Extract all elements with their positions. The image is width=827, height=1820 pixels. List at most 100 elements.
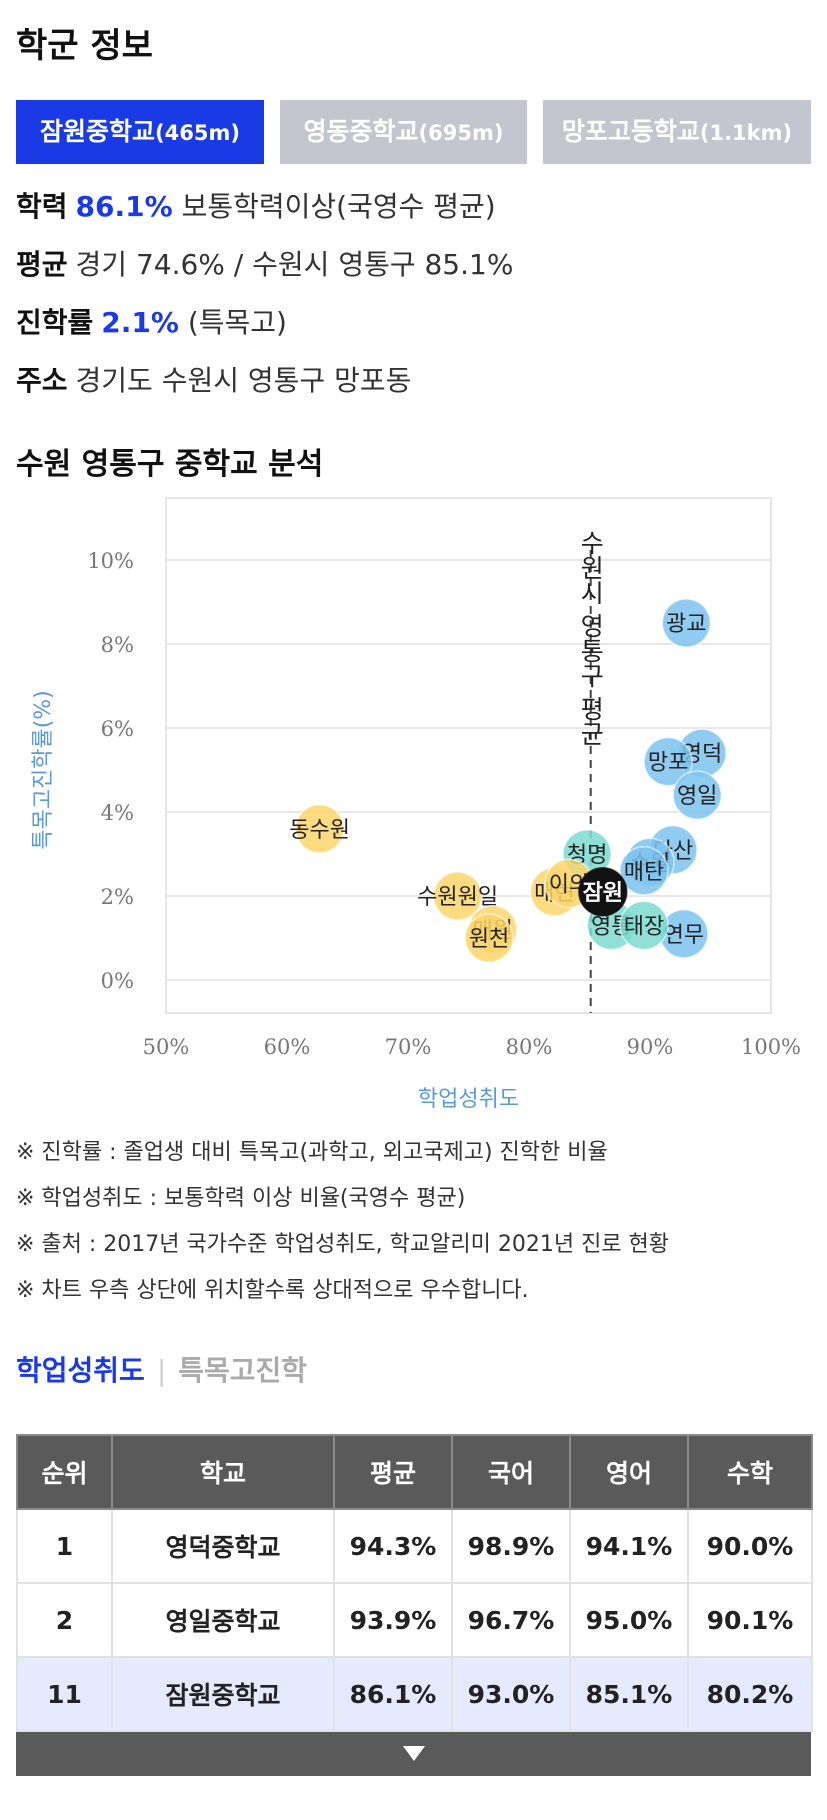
average-reference-label: 수원시 영통구 평균 <box>576 530 605 746</box>
data-point <box>432 871 483 921</box>
header-rank: 순위 <box>16 1434 113 1510</box>
data-point <box>578 867 628 917</box>
x-tick-label: 100% <box>741 1035 801 1059</box>
tab-jamwon-middle[interactable]: 잠원중학교(465m) <box>16 100 264 164</box>
cell-average: 94.3% <box>333 1508 453 1584</box>
x-axis-label: 학업성취도 <box>418 1087 519 1112</box>
data-point-label: 망포 <box>648 751 688 776</box>
header-average: 평균 <box>333 1434 453 1510</box>
cell-rank: 2 <box>16 1582 113 1658</box>
x-tick-label: 70% <box>385 1035 432 1059</box>
tab-achievement[interactable]: 학업성취도 <box>16 1354 145 1387</box>
table-header-row: 순위 학교 평균 국어 영어 수학 <box>16 1434 813 1510</box>
table-row: 1 영덕중학교 94.3% 98.9% 94.1% 90.0% <box>16 1508 813 1584</box>
ranking-table: 순위 학교 평균 국어 영어 수학 1 영덕중학교 94.3% 98.9% 94… <box>16 1434 813 1732</box>
x-tick-label: 50% <box>143 1035 190 1059</box>
tab-mangpo-high[interactable]: 망포고등학교(1.1km) <box>543 100 811 164</box>
achievement-row: 학력 86.1% 보통학력이상(국영수 평균) <box>16 178 811 236</box>
achievement-label: 학력 <box>16 190 68 223</box>
cell-korean: 93.0% <box>451 1656 571 1732</box>
data-point <box>619 900 669 951</box>
data-point-label: 광교 <box>666 612 706 637</box>
y-tick-label: 8% <box>101 633 134 657</box>
note-source: ※ 출처 : 2017년 국가수준 학업성취도, 학교알리미 2021년 진로 … <box>16 1232 670 1257</box>
school-tabs: 잠원중학교(465m) 영동중학교(695m) 망포고등학교(1.1km) <box>16 100 811 164</box>
page-title: 학군 정보 <box>16 26 153 66</box>
cell-rank: 11 <box>16 1656 113 1732</box>
section-title: 수원 영통구 중학교 분석 <box>16 447 324 482</box>
address-label: 주소 <box>16 364 68 397</box>
data-point <box>464 913 514 963</box>
note-hint: ※ 차트 우측 상단에 위치할수록 상대적으로 우수합니다. <box>16 1278 529 1303</box>
data-point <box>294 804 345 854</box>
scatter-chart-svg: 0% 2% 4% 6% 8% 10% 50% 60% 70% 80% 90% 100% 학업성취도 특목고… <box>31 497 801 1112</box>
data-point-label: 원천 <box>469 927 509 952</box>
tab-special-high[interactable]: 특목고진학 <box>178 1354 308 1387</box>
header-math: 수학 <box>687 1434 813 1510</box>
tab-name: 잠원중학교 <box>40 117 156 146</box>
cell-english: 85.1% <box>569 1656 689 1732</box>
data-point-label: 수원원일 <box>417 885 498 910</box>
data-point-label: 영일 <box>677 784 717 809</box>
cell-average: 86.1% <box>333 1656 453 1732</box>
cell-korean: 98.9% <box>451 1508 571 1584</box>
y-tick-label: 0% <box>101 969 134 993</box>
data-point-label: 잠원 <box>583 881 623 906</box>
note-achievement: ※ 학업성취도 : 보통학력 이상 비율(국영수 평균) <box>16 1186 466 1211</box>
average-value: 경기 74.6% / 수원시 영통구 85.1% <box>75 248 514 281</box>
tab-distance: (1.1km) <box>699 121 793 145</box>
cell-english: 95.0% <box>569 1582 689 1658</box>
y-tick-label: 4% <box>101 801 134 825</box>
tab-yeongdong-middle[interactable]: 영동중학교(695m) <box>280 100 527 164</box>
cell-school: 영덕중학교 <box>111 1508 335 1584</box>
notes: ※ 진학률 : 졸업생 대비 특목고(과학고, 외고국제고) 진학한 비율 ※ … <box>16 1130 811 1314</box>
achievement-desc: 보통학력이상(국영수 평균) <box>181 190 496 223</box>
header-english: 영어 <box>569 1434 689 1510</box>
x-tick-label: 60% <box>264 1035 311 1059</box>
advance-value: 2.1% <box>101 306 179 339</box>
tab-divider: | <box>156 1354 167 1387</box>
data-point <box>661 598 712 648</box>
y-axis-label: 특목고진학률(%) <box>31 690 56 850</box>
chevron-down-icon <box>402 1746 425 1761</box>
cell-rank: 1 <box>16 1508 113 1584</box>
cell-average: 93.9% <box>333 1582 453 1658</box>
cell-math: 80.2% <box>687 1656 813 1732</box>
advance-row: 진학률 2.1% (특목고) <box>16 294 811 352</box>
average-label: 평균 <box>16 248 68 281</box>
tab-name: 망포고등학교 <box>561 117 700 146</box>
x-tick-label: 90% <box>627 1035 674 1059</box>
table-row: 2 영일중학교 93.9% 96.7% 95.0% 90.1% <box>16 1582 813 1658</box>
school-info: 학력 86.1% 보통학력이상(국영수 평균) 평균 경기 74.6% / 수원시 … <box>16 178 811 410</box>
tab-name: 영동중학교 <box>303 117 419 146</box>
y-tick-label: 6% <box>101 717 134 741</box>
data-point-label: 매탄 <box>624 860 664 885</box>
data-point-label: 연무 <box>664 923 704 948</box>
tab-distance: (695m) <box>418 121 504 145</box>
data-point <box>672 770 722 820</box>
cell-school: 잠원중학교 <box>111 1656 335 1732</box>
address-value: 경기도 수원시 영통구 망포동 <box>75 364 412 397</box>
cell-korean: 96.7% <box>451 1582 571 1658</box>
header-school: 학교 <box>111 1434 335 1510</box>
table-row-current-school: 11 잠원중학교 86.1% 93.0% 85.1% 80.2% <box>16 1656 813 1732</box>
tab-distance: (465m) <box>155 121 240 145</box>
data-point-label: 태장 <box>624 914 664 939</box>
plot-frame <box>165 497 772 1014</box>
achievement-value: 86.1% <box>75 190 173 223</box>
advance-desc: (특목고) <box>187 306 287 339</box>
ranking-tabs: 학업성취도 | 특목고진학 <box>16 1348 811 1394</box>
expand-table-button[interactable] <box>16 1732 811 1776</box>
y-tick-label: 10% <box>87 549 134 573</box>
header-korean: 국어 <box>451 1434 571 1510</box>
address-row: 주소 경기도 수원시 영통구 망포동 <box>16 352 811 410</box>
cell-english: 94.1% <box>569 1508 689 1584</box>
scatter-chart: 0% 2% 4% 6% 8% 10% 50% 60% 70% 80% 90% 100% 학업성취도 특목고… <box>0 490 827 1130</box>
x-tick-label: 80% <box>506 1035 553 1059</box>
data-point <box>619 846 669 896</box>
data-point <box>643 736 693 787</box>
y-tick-label: 2% <box>101 885 134 909</box>
data-point-label: 동수원 <box>289 818 350 843</box>
cell-math: 90.1% <box>687 1582 813 1658</box>
average-row: 평균 경기 74.6% / 수원시 영통구 85.1% <box>16 236 811 294</box>
